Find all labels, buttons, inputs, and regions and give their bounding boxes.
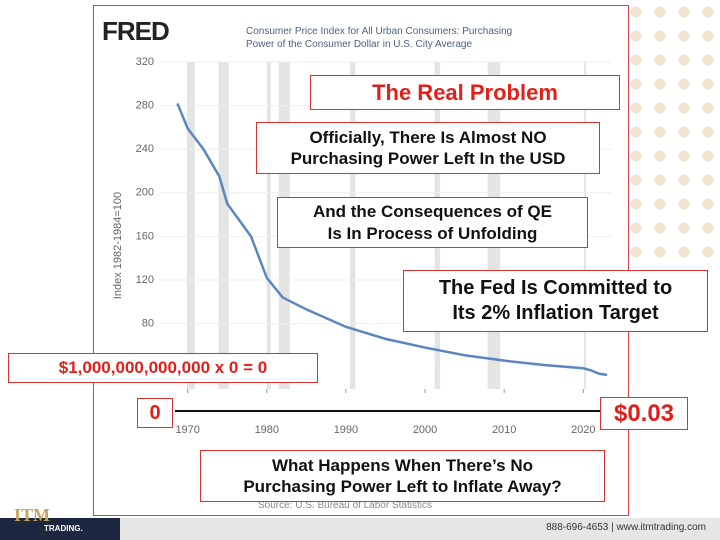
- y-tick-label: 160: [136, 230, 154, 242]
- x-tick-label: 2010: [492, 424, 516, 436]
- contact: 888-696-4653 | www.itmtrading.com: [546, 522, 706, 533]
- annotation-line: $0.03: [613, 399, 675, 427]
- annotation-line: Its 2% Inflation Target: [452, 302, 659, 324]
- annotation-line: What Happens When There’s No: [271, 455, 533, 475]
- annotation: The Real Problem: [310, 75, 620, 110]
- chart-title: Consumer Price Index for All Urban Consu…: [246, 26, 513, 50]
- y-tick-label: 280: [136, 100, 154, 112]
- annotation-line: And the Consequences of QE: [313, 202, 552, 222]
- y-axis-label: Index 1982-1984=100: [112, 192, 124, 299]
- annotation-line: $1,000,000,000,000 x 0 = 0: [58, 358, 268, 378]
- y-tick-label: 120: [136, 274, 154, 286]
- annotation-line: Is In Process of Unfolding: [327, 223, 538, 243]
- x-tick-label: 2000: [413, 424, 437, 436]
- logo: ITM: [14, 505, 50, 525]
- annotation: 0: [137, 398, 173, 428]
- series-line: [176, 102, 608, 377]
- annotation: $0.03: [600, 397, 688, 430]
- annotation-line: 0: [149, 401, 161, 424]
- y-tick-label: 320: [136, 56, 154, 68]
- footer-band: [0, 518, 120, 540]
- x-tick-label: 1970: [175, 424, 199, 436]
- recession: [218, 62, 229, 389]
- annotation-line: Purchasing Power Left In the USD: [290, 149, 566, 168]
- annotation: Officially, There Is Almost NO Purchasing…: [256, 122, 600, 174]
- annotation-line: Officially, There Is Almost NO: [309, 127, 547, 147]
- logo-sub: TRADING.: [44, 524, 83, 533]
- y-tick-label: 240: [136, 143, 154, 155]
- annotation: And the Consequences of QE Is In Process …: [277, 197, 588, 248]
- fred-logo: FRED: [102, 16, 170, 46]
- annotation: $1,000,000,000,000 x 0 = 0: [8, 353, 318, 383]
- annotation-line: The Real Problem: [372, 79, 558, 105]
- recession: [186, 62, 195, 389]
- y-tick-label: 80: [142, 318, 154, 330]
- annotation-line: Purchasing Power Left to Inflate Away?: [243, 477, 562, 496]
- x-tick-label: 1990: [334, 424, 358, 436]
- footer: [0, 518, 720, 540]
- annotation-line: The Fed Is Committed to: [438, 277, 673, 299]
- source: Source: U.S. Bureau of Labor Statistics: [258, 500, 432, 511]
- x-tick-label: 2020: [571, 424, 595, 436]
- recession: [266, 62, 271, 389]
- annotation: What Happens When There’s No Purchasing P…: [200, 450, 605, 502]
- x-tick-label: 1980: [255, 424, 279, 436]
- y-tick-label: 200: [136, 187, 154, 199]
- annotation: The Fed Is Committed to Its 2% Inflation …: [403, 270, 708, 332]
